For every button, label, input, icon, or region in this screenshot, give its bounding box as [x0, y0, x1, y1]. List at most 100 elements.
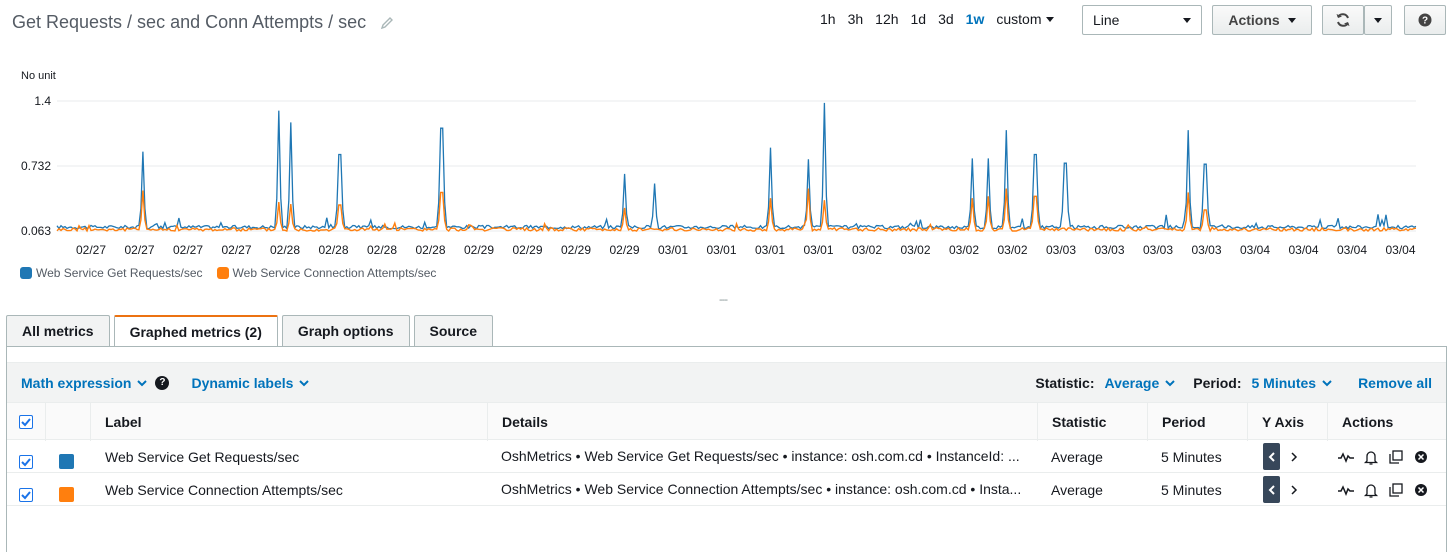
range-1d[interactable]: 1d — [910, 11, 927, 27]
actions-header: Actions — [1327, 403, 1448, 441]
help-icon[interactable]: ? — [155, 375, 170, 390]
row-color-cell — [59, 440, 74, 473]
tab-graphed-metrics[interactable]: Graphed metrics (2) — [113, 315, 278, 347]
tab-graph-options[interactable]: Graph options — [281, 315, 410, 346]
row-color-cell — [59, 473, 74, 506]
x-tick-label: 03/03 — [1143, 243, 1173, 257]
time-range-selector: 1h 3h 12h 1d 3d 1w custom — [814, 11, 1060, 27]
metrics-table-header: Label Details Statistic Period Y Axis Ac… — [7, 402, 1448, 441]
row-checkbox-cell — [19, 440, 33, 473]
y-tick-label: 1.4 — [34, 94, 51, 108]
yaxis-left-button[interactable] — [1263, 443, 1280, 470]
tab-all-metrics[interactable]: All metrics — [6, 315, 110, 346]
chevron-right-icon — [1291, 484, 1298, 495]
series-color-swatch[interactable] — [59, 453, 74, 469]
dynamic-labels-label: Dynamic labels — [191, 374, 294, 391]
resize-handle[interactable]: --- — [719, 294, 728, 306]
chevron-right-icon — [1291, 451, 1298, 462]
refresh-options-button[interactable] — [1364, 5, 1392, 35]
range-3d[interactable]: 3d — [938, 11, 954, 27]
chevron-left-icon — [1268, 451, 1275, 462]
yaxis-header[interactable]: Y Axis — [1247, 403, 1327, 441]
x-tick-label: 02/28 — [270, 243, 300, 257]
row-details: OshMetrics • Web Service Connection Atte… — [501, 481, 1022, 497]
x-tick-label: 03/02 — [852, 243, 882, 257]
x-tick-label: 03/01 — [706, 243, 736, 257]
remove-icon[interactable] — [1412, 481, 1430, 499]
statistic-dropdown[interactable]: Average — [1105, 375, 1176, 391]
series-color-swatch[interactable] — [59, 486, 74, 502]
statistic-header[interactable]: Statistic — [1037, 403, 1147, 441]
legend-label: Web Service Connection Attempts/sec — [232, 266, 437, 280]
x-tick-label: 02/29 — [561, 243, 591, 257]
row-details: OshMetrics • Web Service Get Requests/se… — [501, 448, 1020, 464]
row-label[interactable]: Web Service Connection Attempts/sec — [105, 481, 343, 498]
refresh-button[interactable] — [1322, 5, 1364, 35]
legend-item-conn-attempts[interactable]: Web Service Connection Attempts/sec — [216, 266, 437, 280]
statistic-label: Statistic: — [1035, 374, 1095, 391]
select-all-checkbox[interactable] — [19, 415, 33, 429]
math-expression-dropdown[interactable]: Math expression — [21, 375, 148, 391]
x-tick-label: 02/29 — [464, 243, 494, 257]
x-tick-label: 02/27 — [76, 243, 106, 257]
actions-button[interactable]: Actions — [1212, 5, 1312, 35]
chart-type-select[interactable]: Line — [1082, 5, 1202, 35]
label-header[interactable]: Label — [90, 403, 487, 441]
range-1w[interactable]: 1w — [965, 11, 985, 27]
table-row: Web Service Connection Attempts/sec OshM… — [7, 473, 1446, 506]
row-yaxis — [1263, 440, 1300, 473]
duplicate-icon[interactable] — [1387, 481, 1405, 499]
pencil-icon[interactable] — [380, 16, 394, 30]
x-tick-label: 03/01 — [803, 243, 833, 257]
legend-item-get-requests[interactable]: Web Service Get Requests/sec — [20, 266, 203, 280]
remove-all-link[interactable]: Remove all — [1358, 374, 1432, 391]
duplicate-icon[interactable] — [1387, 448, 1405, 466]
range-custom[interactable]: custom — [990, 11, 1060, 27]
row-period[interactable]: 5 Minutes — [1161, 448, 1222, 465]
anomaly-detection-icon[interactable] — [1337, 481, 1355, 499]
table-row: Web Service Get Requests/sec OshMetrics … — [7, 440, 1446, 473]
row-yaxis — [1263, 473, 1300, 506]
bell-icon[interactable] — [1362, 448, 1380, 466]
row-period[interactable]: 5 Minutes — [1161, 481, 1222, 498]
range-1h[interactable]: 1h — [820, 11, 836, 27]
period-header[interactable]: Period — [1147, 403, 1247, 441]
help-button[interactable]: ? — [1404, 5, 1446, 35]
y-tick-label: 0.063 — [21, 224, 51, 238]
x-tick-label: 02/27 — [173, 243, 203, 257]
anomaly-detection-icon[interactable] — [1337, 448, 1355, 466]
row-actions — [1337, 473, 1430, 506]
x-tick-label: 03/03 — [1094, 243, 1124, 257]
series-line — [56, 188, 1417, 233]
caret-down-icon — [1374, 17, 1382, 23]
dynamic-labels-dropdown[interactable]: Dynamic labels — [191, 374, 310, 391]
row-statistic[interactable]: Average — [1051, 448, 1103, 465]
yaxis-right-button[interactable] — [1288, 451, 1300, 463]
toolbar-right: Statistic: Average Period: 5 Minutes Rem… — [1035, 375, 1432, 391]
refresh-icon — [1336, 13, 1350, 27]
widget-title: Get Requests / sec and Conn Attempts / s… — [12, 12, 394, 33]
yaxis-left-button[interactable] — [1263, 476, 1280, 503]
chevron-down-icon — [1165, 379, 1175, 386]
row-checkbox[interactable] — [19, 454, 33, 469]
row-actions — [1337, 440, 1430, 473]
x-tick-label: 03/03 — [1191, 243, 1221, 257]
y-unit-label: No unit — [21, 70, 56, 82]
x-tick-label: 03/04 — [1288, 243, 1318, 257]
range-3h[interactable]: 3h — [847, 11, 864, 27]
x-tick-label: 03/02 — [900, 243, 930, 257]
row-label[interactable]: Web Service Get Requests/sec — [105, 448, 300, 465]
yaxis-right-button[interactable] — [1288, 484, 1300, 496]
range-custom-label: custom — [996, 11, 1042, 27]
bell-icon[interactable] — [1362, 481, 1380, 499]
chevron-left-icon — [1268, 484, 1275, 495]
details-header[interactable]: Details — [487, 403, 1037, 441]
chevron-down-icon — [1322, 379, 1332, 386]
tab-source[interactable]: Source — [413, 315, 493, 346]
remove-icon[interactable] — [1412, 448, 1430, 466]
row-checkbox[interactable] — [19, 487, 33, 502]
range-12h[interactable]: 12h — [875, 11, 899, 27]
period-dropdown[interactable]: 5 Minutes — [1251, 375, 1332, 391]
row-statistic[interactable]: Average — [1051, 481, 1103, 498]
metrics-tabs: All metrics Graphed metrics (2) Graph op… — [6, 315, 493, 347]
